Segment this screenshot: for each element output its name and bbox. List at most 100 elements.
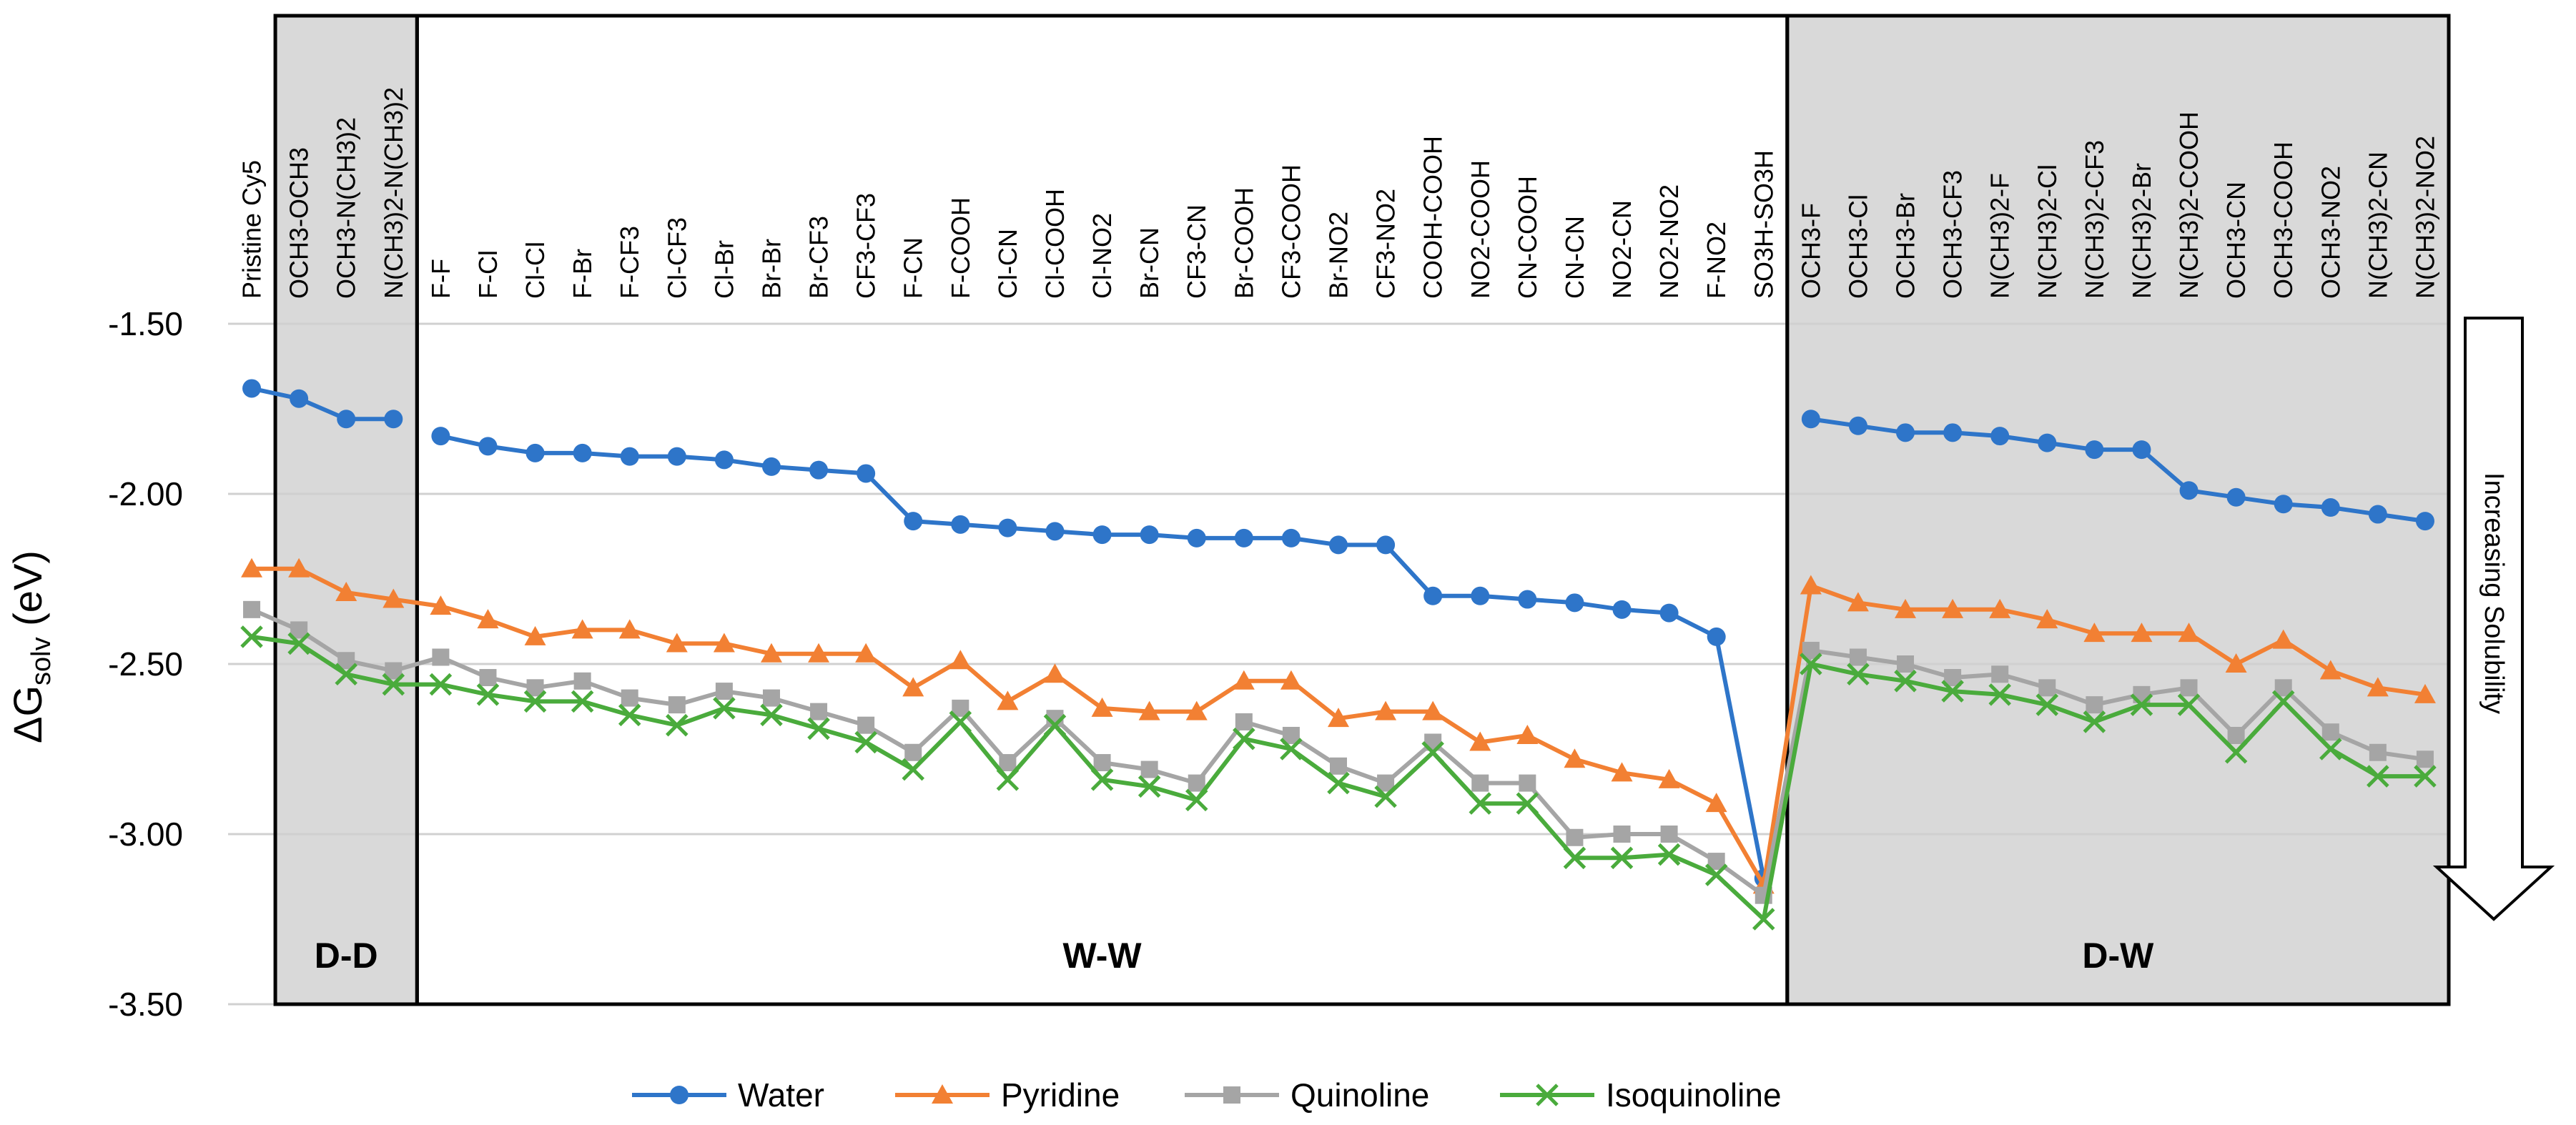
point-water [714, 450, 734, 470]
point-pyridine [1611, 762, 1633, 782]
point-isoquinoline [2083, 710, 2106, 733]
group-borders [273, 14, 2451, 1006]
point-pyridine [855, 643, 877, 663]
point-water [384, 410, 403, 429]
point-isoquinoline [2414, 765, 2437, 788]
category-label: N(CH3)2-F [1985, 173, 2015, 299]
point-pyridine [1989, 598, 2011, 618]
point-pyridine [1895, 598, 1917, 618]
category-label: F-F [426, 259, 455, 299]
category-label: OCH3-OCH3 [285, 147, 314, 299]
legend-label: Pyridine [1001, 1076, 1120, 1114]
point-water [1707, 627, 1726, 646]
point-pyridine [571, 619, 593, 639]
legend-item-isoquinoline: Isoquinoline [1500, 1076, 1782, 1114]
y-tick-label: -3.00 [108, 816, 183, 853]
point-quinoline [810, 703, 828, 720]
point-water [478, 437, 498, 456]
point-quinoline [2180, 679, 2198, 697]
point-isoquinoline [807, 717, 830, 740]
point-pyridine [2225, 653, 2247, 673]
point-water [1281, 528, 1301, 547]
point-isoquinoline [571, 690, 594, 713]
point-isoquinoline [760, 703, 783, 727]
point-pyridine [1564, 748, 1586, 768]
point-pyridine [997, 690, 1019, 710]
point-pyridine [1233, 670, 1255, 690]
point-water [2179, 481, 2199, 500]
category-label: N(CH3)2-CN [2363, 152, 2392, 299]
point-isoquinoline [1563, 846, 1586, 870]
point-pyridine [2178, 623, 2200, 643]
point-isoquinoline [240, 625, 263, 648]
point-water [1471, 586, 1490, 605]
point-water [2085, 440, 2104, 460]
point-quinoline [1471, 774, 1489, 792]
category-label: CN-COOH [1513, 176, 1542, 299]
category-label: Cl-CN [993, 229, 1022, 299]
category-label: CF3-CN [1182, 204, 1211, 299]
category-label: Br-CN [1135, 227, 1164, 299]
y-tick-labels: -1.50 -2.00 -2.50 -3.00 -3.50 [108, 305, 183, 1023]
y-axis-label: ΔGsolv (eV) [5, 550, 56, 743]
point-isoquinoline [1988, 683, 2011, 706]
point-pyridine [477, 609, 499, 629]
point-water [2368, 505, 2387, 524]
point-quinoline [2086, 696, 2103, 714]
point-water [998, 518, 1017, 537]
point-pyridine [430, 595, 452, 615]
point-water [904, 512, 923, 531]
point-pyridine [383, 588, 405, 608]
point-pyridine [2367, 677, 2389, 697]
point-pyridine [713, 633, 735, 653]
point-water [1187, 528, 1206, 547]
point-pyridine [2319, 660, 2341, 680]
category-label: NO2-NO2 [1654, 184, 1684, 299]
y-tick-label: -2.00 [108, 475, 183, 512]
point-water [1612, 600, 1632, 619]
category-label: Cl-Br [709, 240, 739, 299]
category-label: NO2-COOH [1466, 160, 1495, 299]
point-isoquinoline [996, 768, 1020, 791]
point-quinoline [999, 754, 1017, 772]
point-quinoline [1660, 826, 1678, 843]
point-water [1659, 603, 1679, 623]
point-isoquinoline [902, 758, 924, 781]
category-label: OCH3-Br [1891, 193, 1920, 299]
point-isoquinoline [1233, 727, 1255, 750]
legend-label: Water [738, 1076, 824, 1114]
point-isoquinoline [2035, 693, 2059, 716]
point-isoquinoline [1847, 663, 1870, 686]
point-water [2321, 498, 2340, 517]
point-water [1943, 423, 1963, 442]
group-labels: D-D W-W D-W [315, 936, 2154, 976]
y-axis-label-unit: (eV) [5, 550, 50, 637]
series-layer [240, 379, 2437, 931]
point-water [1518, 590, 1537, 609]
point-pyridine [335, 582, 357, 602]
point-pyridine [1847, 592, 1869, 612]
group-label-d-d: D-D [315, 936, 378, 976]
point-quinoline [1330, 757, 1347, 775]
legend-marker-pyridine [932, 1084, 953, 1104]
group-shade-d-d [275, 16, 418, 1004]
category-label: Cl-Cl [520, 242, 550, 299]
point-water [290, 389, 309, 408]
point-isoquinoline [1090, 768, 1114, 791]
point-water [761, 457, 781, 476]
legend-marker-water [670, 1086, 689, 1104]
point-pyridine [1091, 697, 1113, 717]
series-isoquinoline [240, 625, 2437, 931]
series-pyridine [241, 557, 2436, 894]
point-isoquinoline [713, 697, 736, 720]
point-pyridine [1185, 700, 1208, 720]
point-water [2226, 487, 2246, 507]
category-label: F-CN [899, 237, 928, 299]
point-quinoline [2369, 743, 2387, 761]
point-pyridine [1138, 700, 1160, 720]
series-line-water [251, 386, 394, 422]
y-axis-label-main: ΔG [5, 685, 50, 743]
point-quinoline [1849, 648, 1867, 666]
point-isoquinoline [1941, 680, 1964, 703]
